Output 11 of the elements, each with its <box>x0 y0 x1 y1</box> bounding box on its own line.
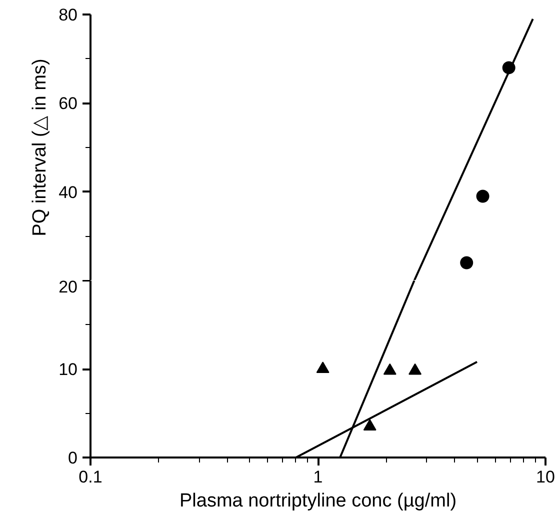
y-tick-label: 40 <box>58 182 78 202</box>
x-tick-label: 10 <box>536 468 555 486</box>
y-tick-label: 20 <box>58 278 78 296</box>
y-tick-label: 60 <box>58 94 78 114</box>
y-tick-label: 80 <box>58 6 78 24</box>
x-tick-label: 1 <box>313 468 323 486</box>
x-tick-label: 0.1 <box>78 468 102 486</box>
x-axis-title: Plasma nortriptyline conc (µg/ml) <box>179 490 457 512</box>
y-axis-title: PQ interval (△ in ms) <box>30 58 51 236</box>
y-tick-label: 10 <box>58 360 78 379</box>
y-tick-label: 0 <box>68 448 78 468</box>
